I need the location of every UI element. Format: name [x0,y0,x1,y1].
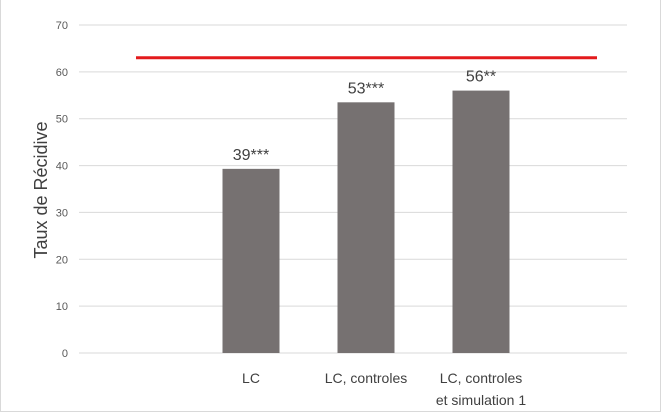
x-category-line: et simulation 1 [436,392,526,408]
x-category-label: LC, controles et simulation 1 [436,370,526,408]
x-category-line: LC, controles [325,370,407,386]
x-category-label: LC [242,370,260,386]
y-tick-label: 70 [56,20,68,32]
bar [337,102,395,353]
x-category-line: LC [242,370,260,386]
y-tick-label: 40 [56,161,68,173]
y-axis-ticks: 0 10 20 30 40 50 60 70 [56,20,68,360]
x-category-label: LC, controles [325,370,407,386]
bar [222,168,280,353]
data-label: 56** [466,69,496,86]
y-tick-label: 50 [56,114,68,126]
x-category-line: LC, controles [440,370,522,386]
data-label: 53*** [348,80,384,97]
y-tick-label: 60 [56,67,68,79]
data-labels: 39*** 53*** 56** [233,69,496,164]
y-tick-label: 0 [62,348,68,360]
y-tick-label: 30 [56,207,68,219]
bar [452,90,510,353]
data-label: 39*** [233,147,269,164]
bars [222,90,510,353]
y-tick-label: 10 [56,301,68,313]
x-axis-categories: LC LC, controles LC, controles et simulatio… [242,370,526,408]
y-tick-label: 20 [56,254,68,266]
y-axis-title: Taux de Récidive [31,121,51,258]
